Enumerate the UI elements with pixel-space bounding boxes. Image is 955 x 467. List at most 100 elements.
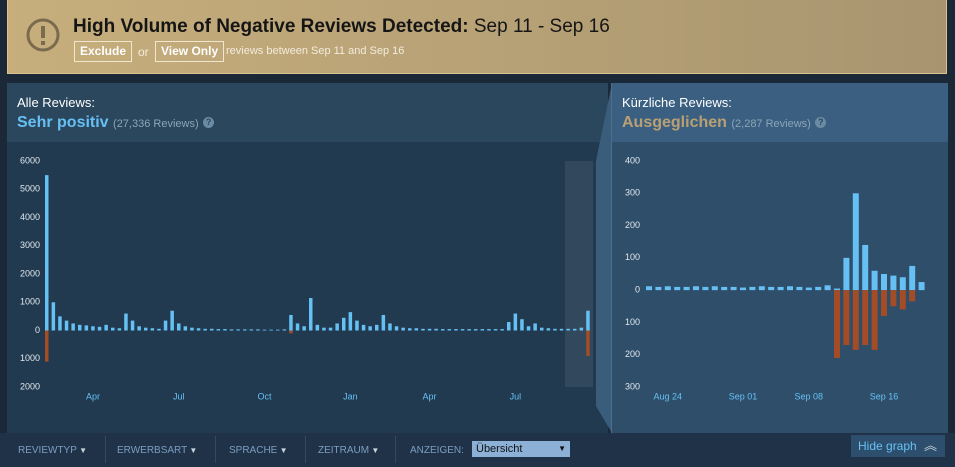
bar xyxy=(150,328,155,331)
bar xyxy=(309,298,313,331)
hide-graph-button[interactable]: Hide graph ︽ xyxy=(851,435,945,457)
bar xyxy=(918,282,925,291)
bar xyxy=(144,327,148,331)
divider xyxy=(395,436,396,463)
bar xyxy=(51,302,56,331)
bar xyxy=(526,326,531,331)
panel-header: Kürzliche Reviews: Ausgeglichen (2,287 R… xyxy=(612,83,948,142)
bar xyxy=(421,328,425,331)
bar xyxy=(388,323,392,331)
hide-graph-text: Hide graph xyxy=(858,439,917,453)
bar xyxy=(815,286,822,291)
banner-note: reviews between Sep 11 and Sep 16 xyxy=(226,45,405,57)
bar xyxy=(104,324,108,331)
bar xyxy=(348,312,353,331)
bar xyxy=(674,286,681,291)
bar xyxy=(824,285,831,291)
bar xyxy=(203,328,207,331)
bar xyxy=(683,286,690,291)
banner-heading: High Volume of Negative Reviews Detected… xyxy=(73,16,469,37)
bar xyxy=(646,286,652,291)
bar xyxy=(441,329,445,331)
y-tick-label: 300 xyxy=(625,188,640,198)
bar xyxy=(427,328,432,331)
display-select[interactable]: Übersicht ▼ xyxy=(472,441,570,457)
bar xyxy=(520,319,524,331)
review-count: (27,336 Reviews) xyxy=(113,118,199,130)
bar xyxy=(249,329,254,331)
filter-dropdown[interactable]: ERWERBSART ▼ xyxy=(117,445,197,456)
bar xyxy=(559,328,564,331)
bar xyxy=(243,329,247,331)
bar xyxy=(852,193,859,291)
x-tick-label: Oct xyxy=(258,391,273,401)
rating-text: Ausgeglichen xyxy=(622,114,727,131)
filter-label: SPRACHE xyxy=(229,445,278,456)
bar xyxy=(447,329,452,331)
bar xyxy=(394,326,399,331)
bar xyxy=(540,327,544,331)
bar xyxy=(460,329,465,331)
bar xyxy=(787,286,793,291)
bar xyxy=(805,287,812,291)
bar xyxy=(434,328,438,331)
y-tick-label: 200 xyxy=(625,349,640,359)
y-tick-label: 1000 xyxy=(20,297,40,307)
bar xyxy=(183,326,188,331)
panel-heading: Kürzliche Reviews: xyxy=(622,95,732,110)
help-icon[interactable]: ? xyxy=(203,117,215,128)
bar xyxy=(909,290,916,302)
bar xyxy=(566,328,570,331)
bar xyxy=(91,326,95,331)
bar xyxy=(890,290,897,307)
bar xyxy=(721,286,728,291)
y-tick-label: 100 xyxy=(625,317,640,327)
show-label: ANZEIGEN: xyxy=(410,445,464,456)
bar xyxy=(401,327,405,331)
y-tick-label: 4000 xyxy=(20,212,40,222)
view-only-button[interactable]: View Only xyxy=(155,41,225,62)
chart: 400 300 200 100 0 100 200 300 Aug 24 Sep 01 Sep 08… xyxy=(625,155,925,401)
bar xyxy=(586,330,590,356)
bar xyxy=(276,329,280,331)
bar xyxy=(740,287,746,291)
bar xyxy=(843,290,850,346)
bar xyxy=(493,329,498,331)
bar xyxy=(97,326,102,331)
warning-icon xyxy=(26,18,60,52)
bar xyxy=(177,323,181,331)
filter-dropdown[interactable]: ZEITRAUM ▼ xyxy=(318,445,379,456)
filter-dropdown[interactable]: REVIEWTYP ▼ xyxy=(18,445,87,456)
x-tick-label: Aug 24 xyxy=(654,391,683,401)
bar xyxy=(414,328,419,331)
exclude-button[interactable]: Exclude xyxy=(74,41,133,62)
or-text: or xyxy=(138,45,149,59)
rating-text: Sehr positiv xyxy=(17,114,109,131)
bar xyxy=(573,328,577,331)
review-count: (2,287 Reviews) xyxy=(731,118,811,130)
help-icon[interactable]: ? xyxy=(815,117,827,128)
bar xyxy=(758,286,765,291)
bar xyxy=(210,328,214,331)
bar xyxy=(157,328,161,331)
bar xyxy=(533,323,537,331)
bar xyxy=(871,290,878,350)
y-tick-label: 0 xyxy=(35,325,40,335)
select-value: Übersicht xyxy=(476,443,523,455)
filter-dropdown[interactable]: SPRACHE ▼ xyxy=(229,445,288,456)
bar xyxy=(375,324,379,331)
x-tick-label: Jul xyxy=(173,391,185,401)
bar xyxy=(170,310,174,331)
y-tick-label: 6000 xyxy=(20,155,40,165)
bar xyxy=(586,310,590,331)
chart: 6000 5000 4000 3000 2000 1000 0 1000 2000 Apr Jul O… xyxy=(20,155,593,401)
bar xyxy=(730,286,737,291)
bar xyxy=(229,329,234,331)
recent-reviews-panel: Kürzliche Reviews: Ausgeglichen (2,287 R… xyxy=(611,83,948,433)
y-tick-label: 3000 xyxy=(20,240,40,250)
bar xyxy=(881,274,887,291)
bar xyxy=(579,327,584,331)
bar xyxy=(368,326,372,331)
bar xyxy=(269,329,273,331)
banner-dates: Sep 11 - Sep 16 xyxy=(473,16,610,37)
